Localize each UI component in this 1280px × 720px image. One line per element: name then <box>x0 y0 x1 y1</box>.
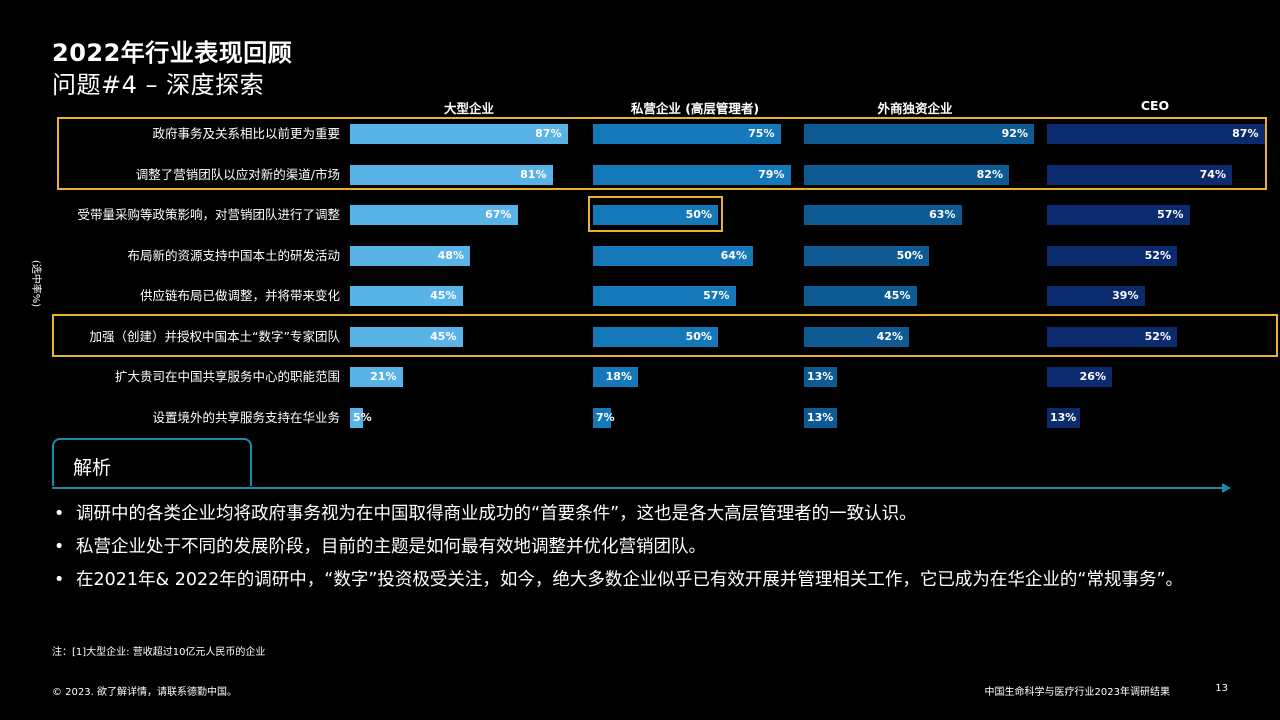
bullet-item: 私营企业处于不同的发展阶段，目前的主题是如何最有效地调整并优化营销团队。 <box>52 533 1252 561</box>
bar-value-label: 13% <box>807 410 834 424</box>
bar-value-label: 5% <box>353 410 372 424</box>
bar-value-label: 48% <box>437 248 464 262</box>
page-title: 2022年行业表现回顾 <box>52 39 293 67</box>
bar <box>350 367 403 387</box>
bar-value-label: 57% <box>1157 208 1184 221</box>
bar-value-label: 67% <box>485 208 512 221</box>
highlight-box-digital-row <box>52 314 1278 357</box>
report-name: 中国生命科学与医疗行业2023年调研结果 <box>984 687 1170 698</box>
column-header: 私营企业 (高层管理者) <box>630 101 760 116</box>
bar-value-label: 13% <box>1050 410 1077 424</box>
row-label: 受带量采购等政策影响，对营销团队进行了调整 <box>77 207 340 222</box>
bar-value-label: 13% <box>807 370 834 383</box>
bullet-item: 调研中的各类企业均将政府事务视为在中国取得商业成功的“首要条件”，这也是各大高层… <box>52 500 1252 528</box>
page-number: 13 <box>1215 683 1228 694</box>
bar <box>593 205 718 225</box>
bar <box>1047 245 1177 266</box>
copyright: © 2023. 欲了解详情，请联系德勤中国。 <box>52 687 237 698</box>
footnote: 注：[1]大型企业: 营收超过10亿元人民币的企业 <box>52 647 266 658</box>
bar <box>350 205 518 225</box>
bar <box>804 124 1034 144</box>
bar-value-label: 39% <box>1112 289 1139 302</box>
bar <box>350 124 568 144</box>
arrow-head-icon <box>1222 483 1231 493</box>
analysis-bullets: 调研中的各类企业均将政府事务视为在中国取得商业成功的“首要条件”，这也是各大高层… <box>52 500 1252 599</box>
bar <box>1047 326 1177 347</box>
row-label: 加强（创建）并授权中国本土“数字”专家团队 <box>89 328 340 344</box>
bar <box>1047 205 1190 225</box>
bar <box>1047 164 1232 185</box>
bar-value-label: 18% <box>605 370 632 383</box>
bar <box>804 286 917 306</box>
bar <box>1047 367 1112 387</box>
bar <box>350 245 470 266</box>
bar-value-label: 42% <box>876 329 903 343</box>
bar <box>1047 407 1080 428</box>
arrow-line <box>52 487 1224 489</box>
highlight-box-top-rows <box>57 117 1267 190</box>
column-header: CEO <box>1140 98 1170 113</box>
bar-value-label: 45% <box>430 329 457 343</box>
bar <box>593 124 781 144</box>
bar <box>593 367 638 387</box>
bar <box>804 367 837 387</box>
bar-value-label: 81% <box>520 167 547 181</box>
bar <box>804 245 929 266</box>
analysis-tab-label: 解析 <box>73 457 112 479</box>
bar-value-label: 92% <box>1001 127 1028 140</box>
row-label: 调整了营销团队以应对新的渠道/市场 <box>135 166 340 182</box>
bar <box>593 407 611 428</box>
bar-value-label: 57% <box>703 289 730 302</box>
bar <box>350 407 363 428</box>
bar-value-label: 64% <box>720 248 747 262</box>
bar-value-label: 50% <box>685 208 712 221</box>
bar-value-label: 52% <box>1144 329 1171 343</box>
row-label: 布局新的资源支持中国本土的研发活动 <box>127 247 340 263</box>
row-label: 扩大贵司在中国共享服务中心的职能范围 <box>114 369 340 384</box>
bar-value-label: 50% <box>896 248 923 262</box>
bar <box>804 407 837 428</box>
bar <box>804 205 962 225</box>
bar-value-label: 52% <box>1144 248 1171 262</box>
bar-value-label: 45% <box>884 289 911 302</box>
row-label: 供应链布局已做调整，并将带来变化 <box>139 288 340 303</box>
highlight-box-private-cell <box>588 196 723 232</box>
bar <box>1047 286 1145 306</box>
bar <box>350 286 463 306</box>
column-header: 大型企业 <box>443 101 495 116</box>
bar <box>593 245 753 266</box>
bar-value-label: 7% <box>596 410 615 424</box>
bar <box>350 164 553 185</box>
row-label: 设置境外的共享服务支持在华业务 <box>152 409 340 425</box>
bar-value-label: 87% <box>1232 127 1259 140</box>
bar-value-label: 50% <box>685 329 712 343</box>
y-axis-label: (选中率%) <box>30 259 42 308</box>
bar-value-label: 79% <box>758 167 785 181</box>
bullet-item: 在2021年& 2022年的调研中，“数字”投资极受关注，如今，绝大多数企业似乎… <box>52 566 1252 594</box>
bar <box>1047 124 1265 144</box>
analysis-tab <box>52 438 252 486</box>
bar-value-label: 75% <box>748 127 775 140</box>
column-header: 外商独资企业 <box>877 101 953 116</box>
bar-value-label: 82% <box>976 167 1003 181</box>
bar <box>593 164 791 185</box>
bar <box>350 326 463 347</box>
bar <box>593 286 736 306</box>
bar <box>593 326 718 347</box>
bar-value-label: 87% <box>535 127 562 140</box>
bar <box>804 164 1009 185</box>
bar-value-label: 74% <box>1199 167 1226 181</box>
bar-value-label: 45% <box>430 289 457 302</box>
bar <box>804 326 909 347</box>
bar-value-label: 26% <box>1079 370 1106 383</box>
bar-value-label: 21% <box>370 370 397 383</box>
bar-value-label: 63% <box>929 208 956 221</box>
page-subtitle: 问题#4 – 深度探索 <box>52 71 265 99</box>
row-label: 政府事务及关系相比以前更为重要 <box>152 126 340 141</box>
